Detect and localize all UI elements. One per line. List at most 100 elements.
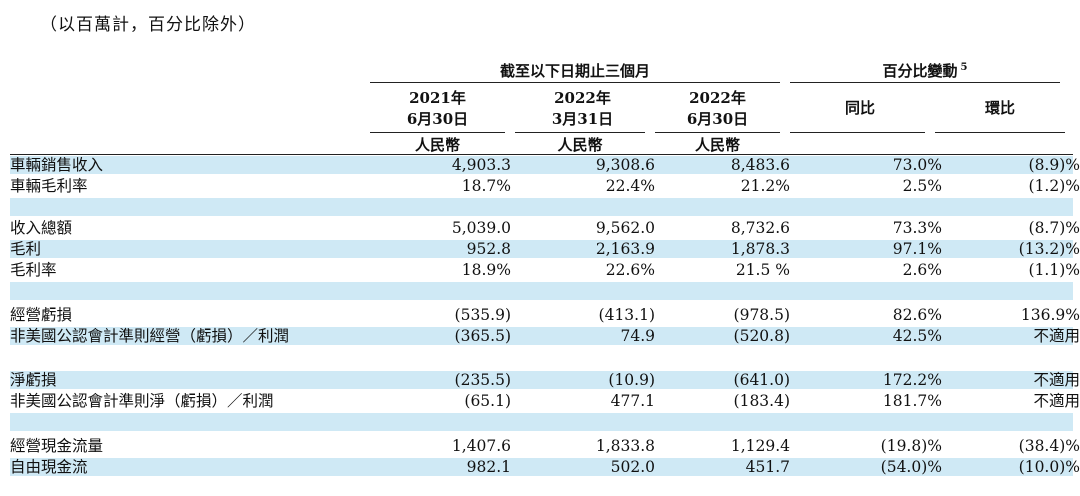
cell: 18.7% bbox=[461, 177, 511, 195]
cell: 18.9% bbox=[461, 261, 511, 279]
currency-3: 人民幣 bbox=[694, 136, 740, 154]
column-2-date: 3月31日 bbox=[551, 110, 614, 128]
row-label: 自由現金流 bbox=[10, 458, 88, 476]
cell: 4,903.3 bbox=[451, 156, 511, 174]
qoq-label: 環比 bbox=[984, 99, 1015, 117]
column-1-date: 6月30日 bbox=[406, 110, 469, 128]
cell: (54.0)% bbox=[880, 458, 942, 476]
row-label: 經營虧損 bbox=[10, 306, 73, 324]
currency-2: 人民幣 bbox=[557, 136, 603, 154]
cell: (1.2)% bbox=[1028, 177, 1080, 195]
row-label: 淨虧損 bbox=[10, 371, 57, 389]
cell: 73.0% bbox=[892, 156, 942, 174]
yoy-label: 同比 bbox=[844, 99, 875, 117]
row-label: 車輛毛利率 bbox=[10, 177, 88, 195]
table-row: 毛利 952.8 2,163.9 1,878.3 97.1% (13.2)% bbox=[10, 240, 1080, 258]
cell: 1,833.8 bbox=[595, 437, 655, 455]
group-rule-1 bbox=[370, 82, 780, 83]
cell: 73.3% bbox=[892, 219, 942, 237]
cell: 22.4% bbox=[605, 177, 655, 195]
cell: (641.0) bbox=[733, 371, 790, 389]
cell: 74.9 bbox=[620, 327, 655, 345]
head-rule-yoy bbox=[790, 132, 925, 133]
column-1-year: 2021年 bbox=[409, 89, 466, 107]
head-rule-2 bbox=[515, 132, 645, 133]
column-head-yoy: 同比 bbox=[790, 98, 930, 119]
spacer-row bbox=[10, 198, 1073, 216]
currency-1: 人民幣 bbox=[414, 136, 460, 154]
table-row: 非美國公認會計準則淨（虧損）／利潤 (65.1) 477.1 (183.4) 1… bbox=[10, 392, 1080, 410]
cell: 21.2% bbox=[740, 177, 790, 195]
table-row: 自由現金流 982.1 502.0 451.7 (54.0)% (10.0)% bbox=[10, 458, 1080, 476]
cell: (13.2)% bbox=[1018, 240, 1080, 258]
cell: 477.1 bbox=[610, 392, 655, 410]
row-label: 經營現金流量 bbox=[10, 437, 104, 455]
row-label: 毛利率 bbox=[10, 261, 57, 279]
cell: 1,878.3 bbox=[730, 240, 790, 258]
cell: (10.0)% bbox=[1018, 458, 1080, 476]
table-row: 淨虧損 (235.5) (10.9) (641.0) 172.2% 不適用 bbox=[10, 371, 1080, 389]
currency-rule bbox=[10, 154, 1073, 155]
cell: 不適用 bbox=[1033, 392, 1080, 410]
column-head-2: 2022年 3月31日 bbox=[515, 88, 650, 130]
cell: 9,308.6 bbox=[595, 156, 655, 174]
column-3-date: 6月30日 bbox=[686, 110, 749, 128]
cell: 502.0 bbox=[610, 458, 655, 476]
row-label: 非美國公認會計準則經營（虧損）／利潤 bbox=[10, 327, 290, 345]
cell: 2.6% bbox=[902, 261, 942, 279]
cell: 5,039.0 bbox=[451, 219, 511, 237]
row-label: 收入總額 bbox=[10, 219, 73, 237]
table-row: 經營現金流量 1,407.6 1,833.8 1,129.4 (19.8)% (… bbox=[10, 437, 1080, 455]
cell: 不適用 bbox=[1033, 327, 1080, 345]
spacer-row bbox=[10, 413, 1073, 431]
table-row: 車輛銷售收入 4,903.3 9,308.6 8,483.6 73.0% (8.… bbox=[10, 156, 1080, 174]
cell: 2,163.9 bbox=[595, 240, 655, 258]
table-row: 收入總額 5,039.0 9,562.0 8,732.6 73.3% (8.7)… bbox=[10, 219, 1080, 237]
cell: 8,483.6 bbox=[730, 156, 790, 174]
column-head-3: 2022年 6月30日 bbox=[655, 88, 780, 130]
cell: 1,407.6 bbox=[451, 437, 511, 455]
head-rule-1 bbox=[370, 132, 505, 133]
table-row: 車輛毛利率 18.7% 22.4% 21.2% 2.5% (1.2)% bbox=[10, 177, 1080, 195]
cell: (8.9)% bbox=[1028, 156, 1080, 174]
cell: 9,562.0 bbox=[595, 219, 655, 237]
head-rule-3 bbox=[655, 132, 780, 133]
cell: 不適用 bbox=[1033, 371, 1080, 389]
column-head-1: 2021年 6月30日 bbox=[370, 88, 505, 130]
cell: 8,732.6 bbox=[730, 219, 790, 237]
cell: (235.5) bbox=[454, 371, 511, 389]
cell: 1,129.4 bbox=[730, 437, 790, 455]
cell: 181.7% bbox=[882, 392, 942, 410]
period-group-header: 截至以下日期止三個月 bbox=[499, 62, 650, 80]
spacer-row bbox=[10, 348, 1073, 366]
cell: (8.7)% bbox=[1028, 219, 1080, 237]
group-rule-2 bbox=[790, 82, 1060, 83]
table-row: 毛利率 18.9% 22.6% 21.5 % 2.6% (1.1)% bbox=[10, 261, 1080, 279]
cell: (413.1) bbox=[598, 306, 655, 324]
cell: 952.8 bbox=[466, 240, 511, 258]
head-rule-qoq bbox=[935, 132, 1065, 133]
row-label: 車輛銷售收入 bbox=[10, 156, 104, 174]
cell: 22.6% bbox=[605, 261, 655, 279]
cell: 136.9% bbox=[1020, 306, 1080, 324]
cell: 172.2% bbox=[882, 371, 942, 389]
cell: 82.6% bbox=[892, 306, 942, 324]
cell: (38.4)% bbox=[1018, 437, 1080, 455]
row-label: 毛利 bbox=[10, 240, 42, 258]
cell: 451.7 bbox=[745, 458, 790, 476]
change-group-header: 百分比變動 5 bbox=[790, 60, 1060, 81]
cell: 21.5 % bbox=[735, 261, 790, 279]
cell: 2.5% bbox=[902, 177, 942, 195]
cell: (10.9) bbox=[608, 371, 655, 389]
cell: (978.5) bbox=[733, 306, 790, 324]
spacer-row bbox=[10, 282, 1073, 300]
cell: 42.5% bbox=[892, 327, 942, 345]
column-2-year: 2022年 bbox=[554, 89, 611, 107]
cell: (365.5) bbox=[454, 327, 511, 345]
cell: 97.1% bbox=[892, 240, 942, 258]
change-group-title: 百分比變動 bbox=[882, 62, 958, 80]
cell: (19.8)% bbox=[880, 437, 942, 455]
table-row: 經營虧損 (535.9) (413.1) (978.5) 82.6% 136.9… bbox=[10, 306, 1080, 324]
column-3-year: 2022年 bbox=[689, 89, 746, 107]
cell: (1.1)% bbox=[1028, 261, 1080, 279]
